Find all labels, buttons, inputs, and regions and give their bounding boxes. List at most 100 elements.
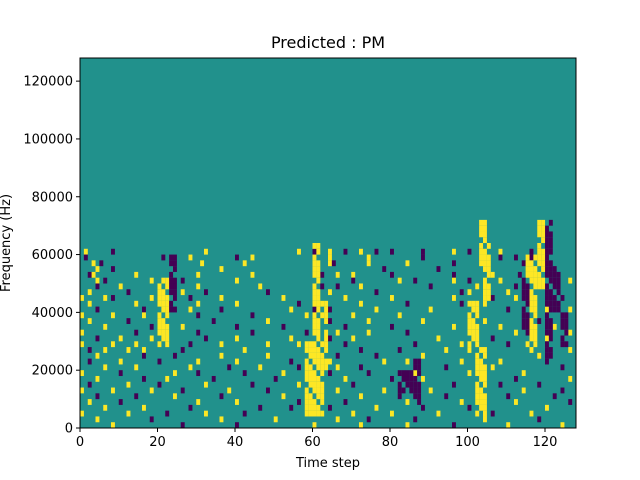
heatmap-cell bbox=[335, 283, 340, 290]
heatmap-cell bbox=[297, 341, 301, 348]
heatmap-cell bbox=[312, 399, 317, 405]
heatmap-cell bbox=[219, 352, 224, 359]
x-tick-label: 120 bbox=[533, 435, 558, 450]
y-tick-label: 60000 bbox=[32, 248, 73, 263]
heatmap-cell bbox=[459, 289, 464, 296]
heatmap-cell bbox=[514, 329, 518, 336]
heatmap-cell bbox=[467, 318, 472, 324]
heatmap-cell bbox=[548, 306, 553, 313]
heatmap-cell bbox=[475, 312, 480, 319]
heatmap-cell bbox=[560, 323, 565, 330]
heatmap-cell bbox=[483, 381, 487, 388]
heatmap-cell bbox=[479, 399, 484, 405]
heatmap-cell bbox=[196, 370, 201, 377]
heatmap-cell bbox=[541, 225, 546, 232]
heatmap-cell bbox=[483, 318, 487, 324]
heatmap-cell bbox=[556, 306, 561, 313]
heatmap-cell bbox=[413, 416, 418, 423]
heatmap-cell bbox=[486, 260, 491, 267]
heatmap-cell bbox=[545, 318, 549, 324]
heatmap-cell bbox=[83, 254, 88, 261]
heatmap-cell bbox=[173, 283, 177, 290]
heatmap-cell bbox=[541, 266, 546, 272]
heatmap-cell bbox=[173, 370, 177, 377]
heatmap-cell bbox=[312, 404, 317, 411]
heatmap-cell bbox=[541, 248, 546, 255]
heatmap-cell bbox=[142, 404, 146, 411]
heatmap-cell bbox=[548, 335, 553, 342]
heatmap-cell bbox=[475, 358, 480, 365]
heatmap-cell bbox=[173, 266, 177, 272]
heatmap-cell bbox=[568, 329, 573, 336]
heatmap-cell bbox=[405, 358, 410, 365]
heatmap-cell bbox=[157, 300, 162, 307]
heatmap-cell bbox=[413, 375, 418, 382]
heatmap-cell bbox=[436, 410, 441, 417]
heatmap-cell bbox=[118, 370, 123, 377]
heatmap-cell bbox=[316, 260, 321, 267]
heatmap-cell bbox=[196, 358, 201, 365]
y-tick-label: 120000 bbox=[23, 75, 73, 90]
heatmap-cell bbox=[304, 347, 309, 353]
heatmap-cell bbox=[308, 364, 313, 371]
heatmap-cell bbox=[188, 404, 193, 411]
heatmap-cell bbox=[483, 237, 487, 244]
heatmap-cell bbox=[335, 416, 340, 423]
heatmap-cell bbox=[545, 323, 549, 330]
heatmap-cell bbox=[320, 410, 325, 417]
heatmap-cell bbox=[525, 295, 530, 301]
heatmap-cell bbox=[289, 335, 294, 342]
heatmap-cell bbox=[483, 248, 487, 255]
heatmap-cell bbox=[483, 219, 487, 226]
heatmap-cell bbox=[111, 341, 115, 348]
heatmap-cell bbox=[157, 329, 162, 336]
heatmap-cell bbox=[525, 289, 530, 296]
heatmap-cell bbox=[545, 347, 549, 353]
heatmap-cell bbox=[374, 352, 379, 359]
heatmap-cell bbox=[173, 289, 177, 296]
heatmap-cell bbox=[525, 260, 530, 267]
heatmap-cell bbox=[548, 300, 553, 307]
heatmap-cell bbox=[157, 341, 162, 348]
heatmap-cell bbox=[529, 266, 534, 272]
heatmap-cell bbox=[161, 306, 166, 313]
heatmap-cell bbox=[475, 306, 480, 313]
heatmap-cell bbox=[173, 393, 177, 400]
heatmap-cell bbox=[467, 370, 472, 377]
heatmap-cell bbox=[188, 306, 193, 313]
heatmap-cell bbox=[316, 387, 321, 394]
heatmap-cell bbox=[564, 318, 569, 324]
heatmap-cell bbox=[312, 370, 317, 377]
heatmap-cell bbox=[417, 370, 422, 377]
heatmap-cell bbox=[417, 364, 422, 371]
heatmap-cell bbox=[320, 271, 325, 278]
y-tick-label: 0 bbox=[65, 422, 73, 437]
heatmap-cell bbox=[366, 370, 371, 377]
heatmap-cell bbox=[483, 231, 487, 238]
heatmap-cell bbox=[324, 306, 329, 313]
x-tick-label: 20 bbox=[149, 435, 166, 450]
heatmap-cell bbox=[405, 370, 410, 377]
heatmap-cell bbox=[533, 254, 538, 261]
heatmap-cell bbox=[87, 399, 92, 405]
heatmap-cell bbox=[312, 295, 317, 301]
heatmap-cell bbox=[351, 271, 356, 278]
heatmap-cell bbox=[483, 404, 487, 411]
heatmap-cell bbox=[537, 318, 542, 324]
heatmap-cell bbox=[552, 300, 557, 307]
heatmap-cell bbox=[250, 271, 255, 278]
heatmap-cell bbox=[545, 260, 549, 267]
heatmap-cell bbox=[521, 387, 526, 394]
heatmap-cell bbox=[359, 422, 363, 429]
heatmap-cell bbox=[320, 312, 325, 319]
heatmap-cell bbox=[405, 422, 410, 429]
heatmap-cell bbox=[328, 254, 332, 261]
heatmap-cell bbox=[374, 289, 379, 296]
x-tick-label: 0 bbox=[76, 435, 84, 450]
heatmap-cell bbox=[297, 248, 301, 255]
heatmap-cell bbox=[471, 306, 476, 313]
heatmap-cell bbox=[521, 323, 526, 330]
heatmap-cell bbox=[529, 300, 534, 307]
heatmap-cell bbox=[180, 277, 185, 284]
heatmap-cell bbox=[196, 312, 201, 319]
